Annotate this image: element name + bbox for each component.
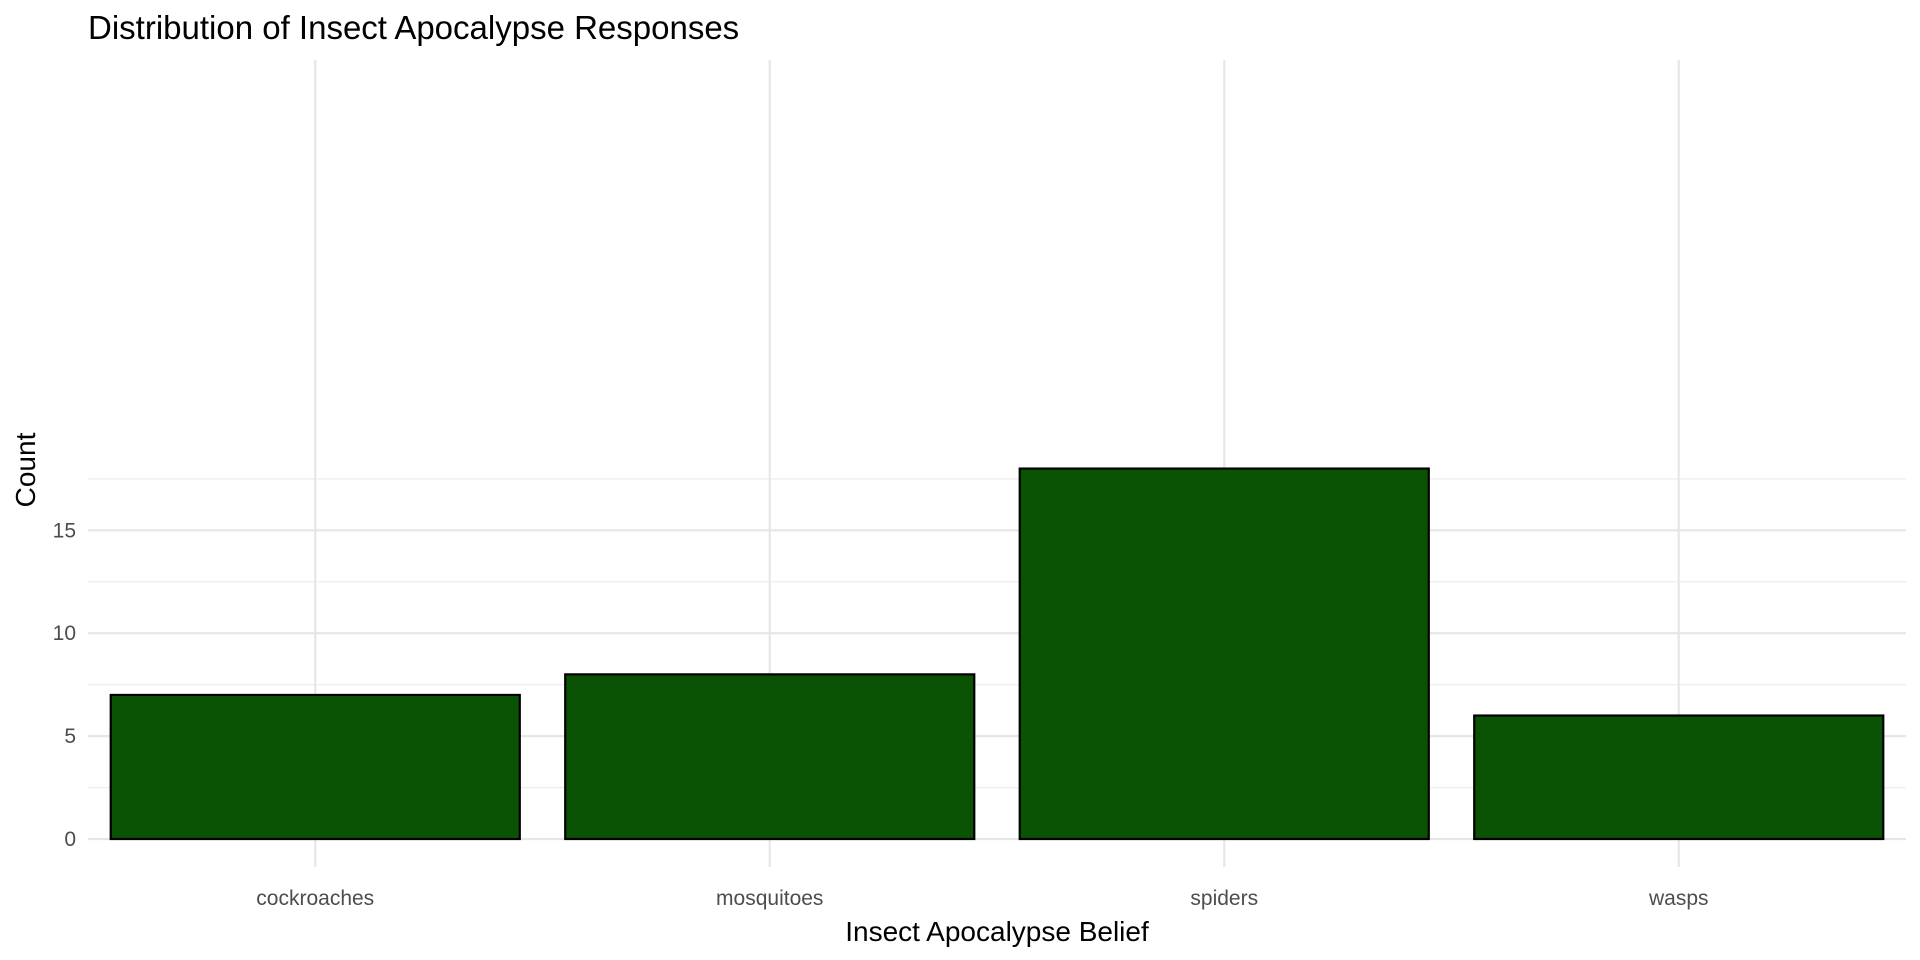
tick-layer: 0 5 10 15 cockroaches mosquitoes spiders wasps bbox=[53, 519, 1709, 910]
x-tick-label-mosquitoes: mosquitoes bbox=[716, 887, 823, 910]
y-axis-title: Count bbox=[10, 432, 41, 507]
bar-cockroaches bbox=[109, 693, 521, 841]
bar-layer bbox=[109, 467, 1885, 841]
y-tick-label: 5 bbox=[64, 725, 76, 748]
bar-spiders bbox=[1018, 467, 1430, 841]
x-axis-title: Insect Apocalypse Belief bbox=[845, 916, 1149, 947]
bar-wasps bbox=[1473, 714, 1885, 841]
x-tick-label-spiders: spiders bbox=[1190, 887, 1258, 910]
y-tick-label: 10 bbox=[53, 622, 76, 645]
y-tick-label: 0 bbox=[64, 828, 76, 851]
bar-mosquitoes bbox=[564, 673, 976, 841]
y-tick-label: 15 bbox=[53, 519, 76, 542]
chart-title: Distribution of Insect Apocalypse Respon… bbox=[88, 9, 739, 46]
x-tick-label-cockroaches: cockroaches bbox=[256, 887, 374, 910]
x-tick-label-wasps: wasps bbox=[1648, 887, 1709, 910]
